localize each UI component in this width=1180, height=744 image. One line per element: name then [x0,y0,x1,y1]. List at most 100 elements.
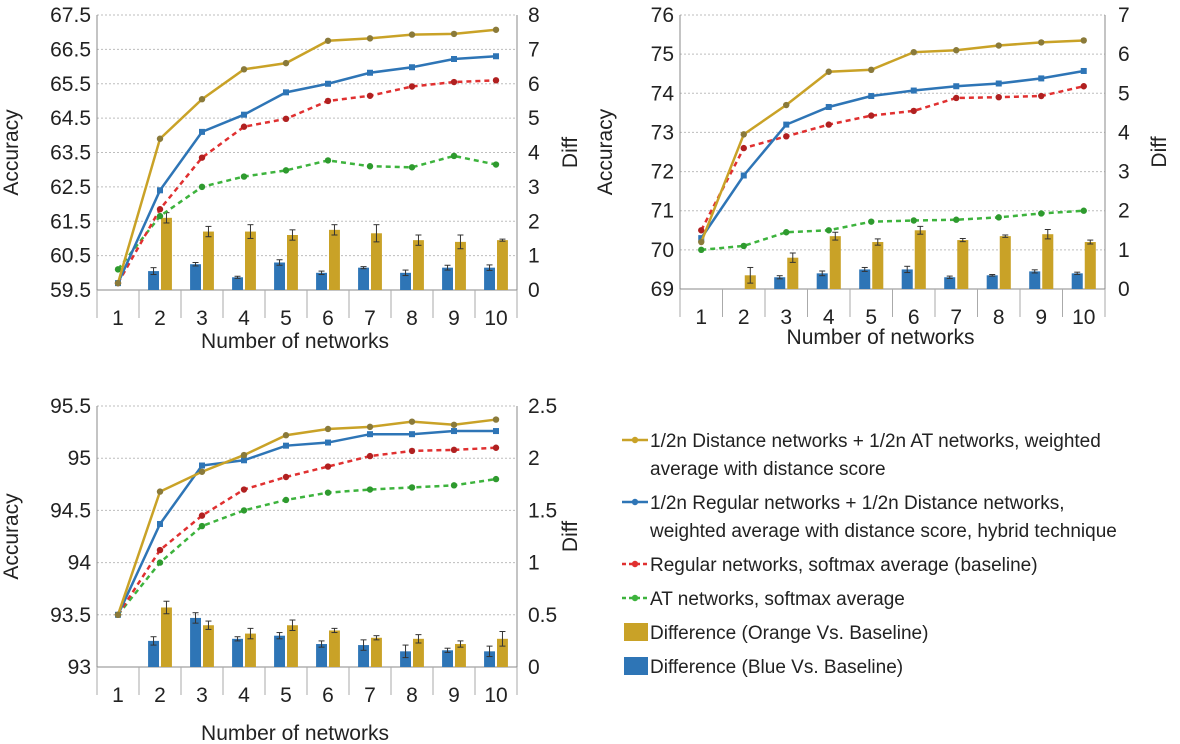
bar [1042,234,1054,289]
data-point [492,475,500,483]
data-point [198,154,206,161]
bar [944,277,956,289]
y2-tick-label: 4 [1118,121,1130,144]
bar [1029,271,1041,289]
data-point [367,431,373,438]
data-point [698,246,705,254]
series-line [700,69,1084,239]
data-point [868,93,875,100]
x-axis-label: Number of networks [201,330,389,353]
bar [400,651,411,667]
series-line [700,85,1085,231]
data-point [241,111,247,118]
legend-label: Difference (Blue Vs. Baseline) [650,657,903,678]
data-point [995,80,1002,87]
data-point [325,439,331,446]
x-tick-label: 5 [865,306,877,329]
data-point [156,212,164,220]
bar [316,644,327,667]
data-point [240,123,248,130]
bar [455,644,466,667]
y2-tick-label: 0.5 [528,604,557,627]
x-tick-label: 2 [154,684,166,707]
x-tick-label: 4 [823,306,835,329]
legend-swatch-bar [624,657,648,675]
data-point [241,457,247,464]
data-point [198,522,206,530]
data-point [783,229,790,236]
data-point [451,428,457,435]
bar [455,241,466,290]
data-point [157,520,163,527]
data-point [282,496,290,504]
bar [901,269,913,289]
data-point [283,442,289,449]
y-tick-label: 63.5 [50,142,91,165]
y-tick-label: 76 [651,4,674,27]
bar [484,651,495,667]
series-line [116,79,497,284]
bar [274,635,285,667]
data-point [868,218,875,225]
x-tick-label: 4 [238,307,250,330]
y2-tick-label: 3 [528,176,540,199]
data-point [198,468,206,475]
data-point [910,217,917,224]
legend-label: 1/2n Regular networks + 1/2n Distance ne… [650,493,1065,514]
bar [358,267,369,290]
data-point [240,173,248,180]
bar [358,645,369,667]
x-tick-label: 10 [484,307,507,330]
y-tick-label: 59.5 [50,279,91,302]
data-point [366,423,374,431]
data-point [492,77,500,84]
x-tick-label: 10 [1072,306,1095,329]
x-tick-label: 7 [950,306,962,329]
data-point [325,80,331,87]
data-point [114,279,122,287]
y-axis-label: Accuracy [594,108,617,195]
bar [497,240,508,290]
data-point [408,447,416,455]
data-point [492,26,500,33]
bar [914,230,926,289]
data-point [953,47,960,54]
x-tick-label: 6 [322,307,334,330]
data-point [282,115,290,123]
x-tick-label: 7 [364,684,376,707]
data-point [698,235,705,242]
x-tick-label: 4 [238,684,250,707]
data-point [408,31,416,38]
data-point [366,163,374,170]
data-point [493,53,499,60]
data-point [450,152,458,160]
data-point [910,87,917,94]
y2-tick-label: 8 [528,4,540,27]
bar [413,638,424,667]
bar [400,272,411,290]
x-tick-label: 2 [154,307,166,330]
data-point [282,59,290,67]
data-point [324,157,332,164]
bar [232,638,243,667]
x-tick-label: 3 [196,307,208,330]
series-line [116,446,497,616]
y-tick-label: 67.5 [50,4,91,27]
bar [148,271,159,290]
legend-swatch-marker [631,436,639,444]
data-point [953,216,960,223]
x-tick-label: 6 [322,684,334,707]
data-point [366,92,374,99]
data-point [283,89,289,96]
series-line [116,55,497,284]
bar [484,267,495,290]
data-point [953,83,960,90]
data-point [157,187,163,194]
chart-panel-top-left: 59.5 60.5 61.5 62.5 63.5 64.5 65.5 66.5 67.5 0 1 2 3… [0,4,582,353]
data-point [995,42,1002,49]
y2-tick-label: 3 [1118,161,1130,184]
bar [287,625,298,667]
legend-label-continued: weighted average with distance score, hy… [649,521,1117,542]
bar [245,633,256,667]
